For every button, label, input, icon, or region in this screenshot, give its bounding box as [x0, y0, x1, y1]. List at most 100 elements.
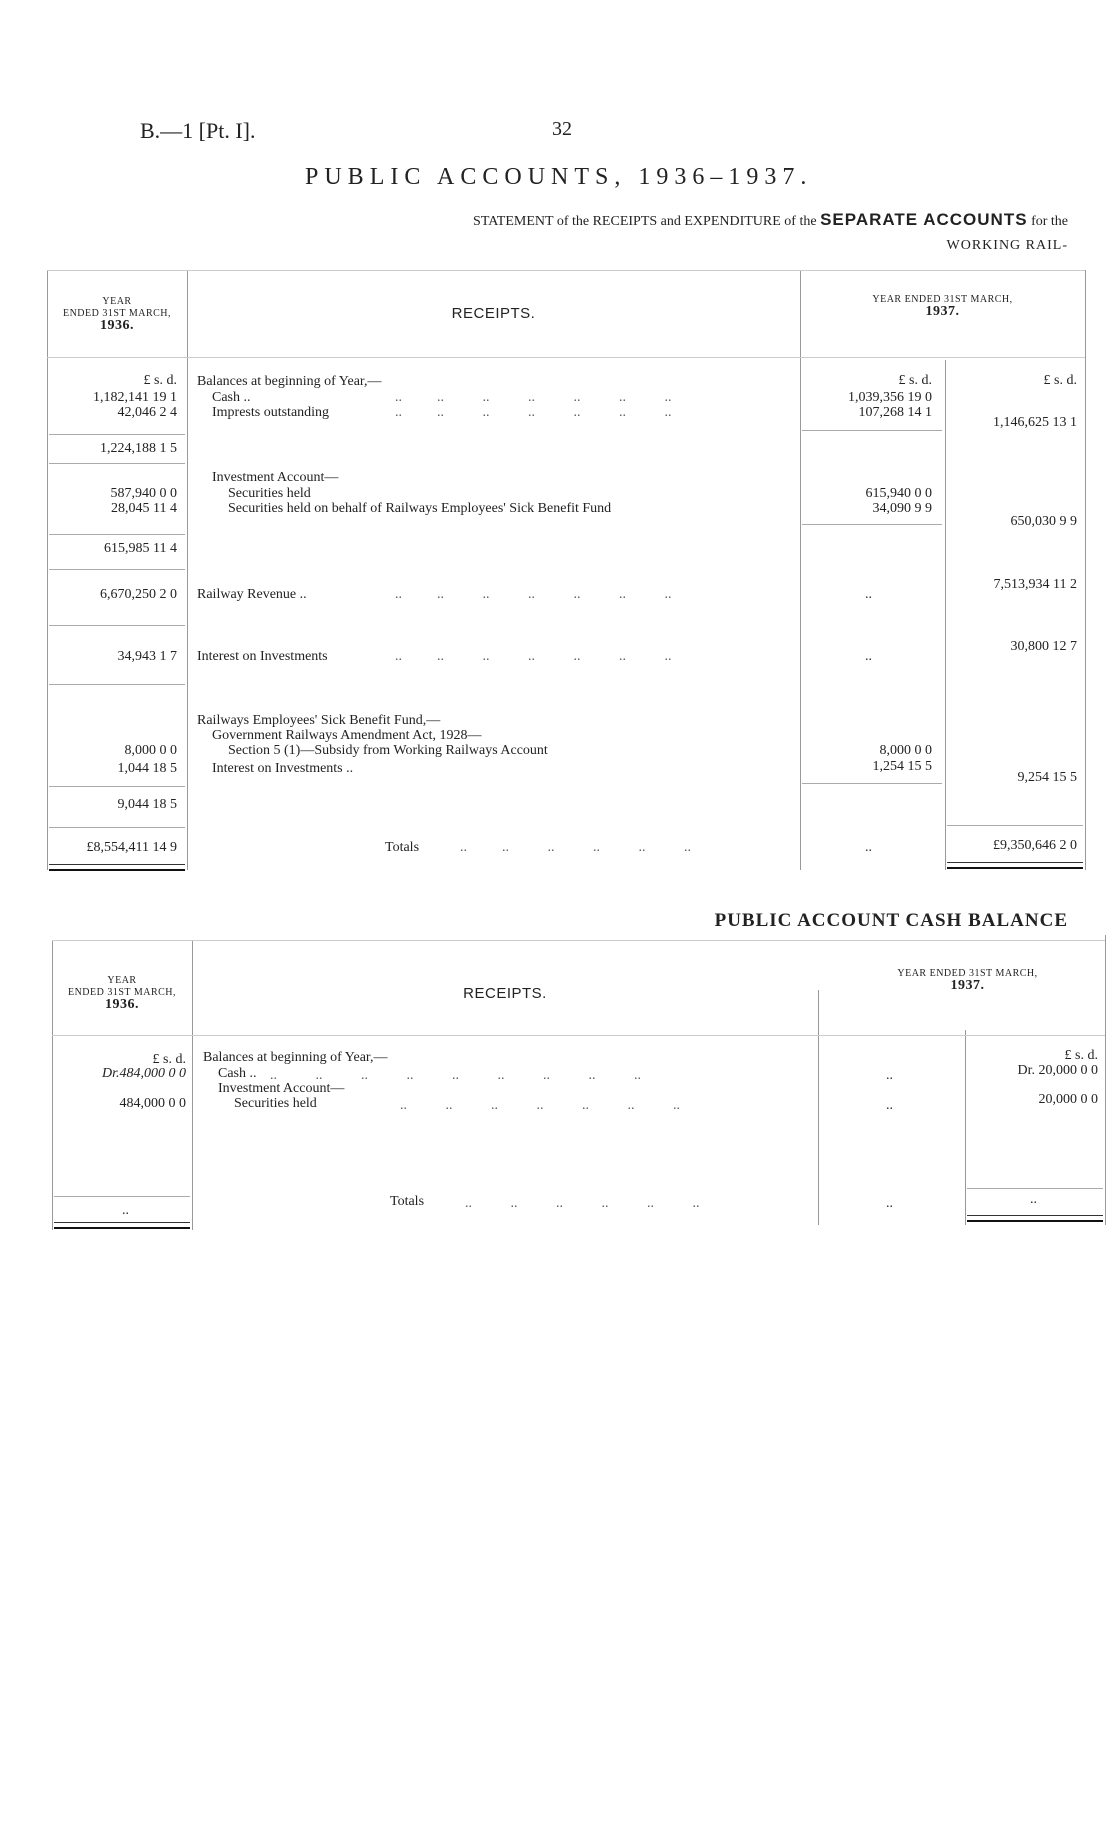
cur-value: 615,940 0 0 [865, 486, 933, 501]
page-number: 32 [552, 118, 572, 140]
row-label: Investment Account— [212, 470, 339, 485]
dot-leader: .. .. .. .. .. .. .. [395, 587, 672, 602]
rule [49, 534, 185, 535]
statement-bold: SEPARATE ACCOUNTS [820, 210, 1028, 229]
currency-header: £ s. d. [1064, 1048, 1098, 1063]
rule [52, 940, 53, 1230]
rule [967, 1188, 1103, 1189]
dot-leader: .. .. .. .. .. .. .. .. .. [270, 1068, 641, 1083]
page-title: PUBLIC ACCOUNTS, 1936–1937. [305, 164, 813, 190]
header-line: YEAR ENDED 31ST MARCH, [897, 968, 1038, 979]
section-title-cash-balance: PUBLIC ACCOUNT CASH BALANCE [714, 910, 1068, 931]
header-line: YEAR [107, 975, 137, 986]
currency-header: £ s. d. [143, 373, 177, 388]
header-line: YEAR [102, 296, 132, 307]
rule [52, 940, 1105, 941]
rule [192, 940, 193, 1230]
double-rule [54, 1222, 190, 1229]
header-year-1937: YEAR ENDED 31ST MARCH, 1937. [830, 968, 1105, 993]
dot-leader: .. .. .. .. .. .. .. [395, 390, 672, 405]
cur-value: 1,254 15 5 [872, 759, 933, 774]
cur-value: .. [865, 587, 872, 602]
rule [947, 825, 1083, 826]
currency-header: £ s. d. [1043, 373, 1077, 388]
double-rule [947, 862, 1083, 869]
rule [965, 1030, 966, 1225]
dot-leader: .. .. .. .. .. .. .. [395, 405, 672, 420]
row-label: Section 5 (1)—Subsidy from Working Railw… [228, 743, 548, 758]
row-label: Securities held [234, 1096, 317, 1111]
rule [802, 783, 942, 784]
cur-total: 650,030 9 9 [1010, 514, 1078, 529]
cur-value: 107,268 14 1 [858, 405, 933, 420]
statement-suffix: for the [1031, 214, 1068, 229]
totals-label: Totals [385, 840, 420, 855]
row-label: Government Railways Amendment Act, 1928— [212, 728, 482, 743]
double-rule [967, 1215, 1103, 1222]
rule [49, 827, 185, 828]
rule [49, 786, 185, 787]
header-year: 1937. [950, 978, 985, 993]
rule [49, 684, 185, 685]
dot-leader: .. .. .. .. .. .. [465, 1196, 700, 1211]
cur-value: .. [886, 1098, 893, 1113]
header-line: YEAR ENDED 31ST MARCH, [872, 294, 1013, 305]
row-label: Cash .. [212, 390, 251, 405]
prev-value: 28,045 11 4 [111, 501, 177, 516]
row-label: Balances at beginning of Year,— [197, 374, 382, 389]
dot-leader: .. .. .. .. .. .. [460, 840, 691, 855]
rule [1105, 935, 1106, 1225]
rule [47, 270, 48, 870]
header-year-1936: YEAR ENDED 31ST MARCH, 1936. [52, 975, 192, 1012]
prev-value: 42,046 2 4 [117, 405, 178, 420]
currency-header: £ s. d. [152, 1052, 186, 1067]
header-year: 1936. [100, 318, 134, 333]
prev-total: 9,044 18 5 [117, 797, 178, 812]
rule [47, 270, 1085, 271]
prev-value: 34,943 1 7 [117, 649, 178, 664]
header-receipts: RECEIPTS. [463, 985, 547, 1002]
cur-value: .. [865, 649, 872, 664]
cur-value: .. [886, 1068, 893, 1083]
rule [818, 990, 819, 1225]
rule [49, 463, 185, 464]
row-label: Balances at beginning of Year,— [203, 1050, 388, 1065]
row-label: Securities held [228, 486, 311, 501]
cur-value: 34,090 9 9 [872, 501, 933, 516]
row-label: Imprests outstanding [212, 405, 330, 420]
prev-value: 1,044 18 5 [117, 761, 178, 776]
cur-total: .. [1030, 1192, 1037, 1207]
row-label: Cash .. [218, 1066, 257, 1081]
rule [49, 625, 185, 626]
header-year: 1937. [925, 304, 960, 319]
grand-total: £9,350,646 2 0 [993, 838, 1077, 853]
header-year-1936: YEAR ENDED 31ST MARCH, 1936. [47, 296, 187, 333]
prev-value: 587,940 0 0 [110, 486, 178, 501]
rule [49, 569, 185, 570]
prev-total: 615,985 11 4 [104, 541, 177, 556]
statement-prefix: STATEMENT of the RECEIPTS and EXPENDITUR… [473, 214, 817, 229]
prev-value: 8,000 0 0 [124, 743, 178, 758]
currency-header: £ s. d. [898, 373, 932, 388]
cur-value: 1,039,356 19 0 [848, 390, 932, 405]
header-line: ENDED 31ST MARCH, [67, 987, 177, 998]
cur-total: 1,146,625 13 1 [993, 415, 1077, 430]
header-year: 1936. [105, 997, 139, 1012]
cur-value: .. [865, 840, 872, 855]
header-receipts: RECEIPTS. [451, 305, 536, 322]
rule [49, 434, 185, 435]
row-label: Railways Employees' Sick Benefit Fund,— [197, 713, 441, 728]
document-reference: B.—1 [Pt. I]. [140, 118, 256, 143]
prev-value: Dr.484,000 0 0 [101, 1066, 186, 1081]
header-year-1937: YEAR ENDED 31ST MARCH, 1937. [800, 294, 1085, 319]
prev-value: 1,182,141 19 1 [93, 390, 177, 405]
row-label: Railway Revenue .. [197, 587, 307, 602]
statement-subtitle: WORKING RAIL- [946, 238, 1068, 253]
dot-leader: .. .. .. .. .. .. .. [395, 649, 672, 664]
dot-leader: .. .. .. .. .. .. .. [400, 1098, 680, 1113]
prev-value: 6,670,250 2 0 [100, 587, 177, 602]
prev-value: 484,000 0 0 [119, 1096, 187, 1111]
rule [945, 360, 946, 870]
cur-value: 8,000 0 0 [879, 743, 933, 758]
cur-total: 20,000 0 0 [1038, 1092, 1099, 1107]
